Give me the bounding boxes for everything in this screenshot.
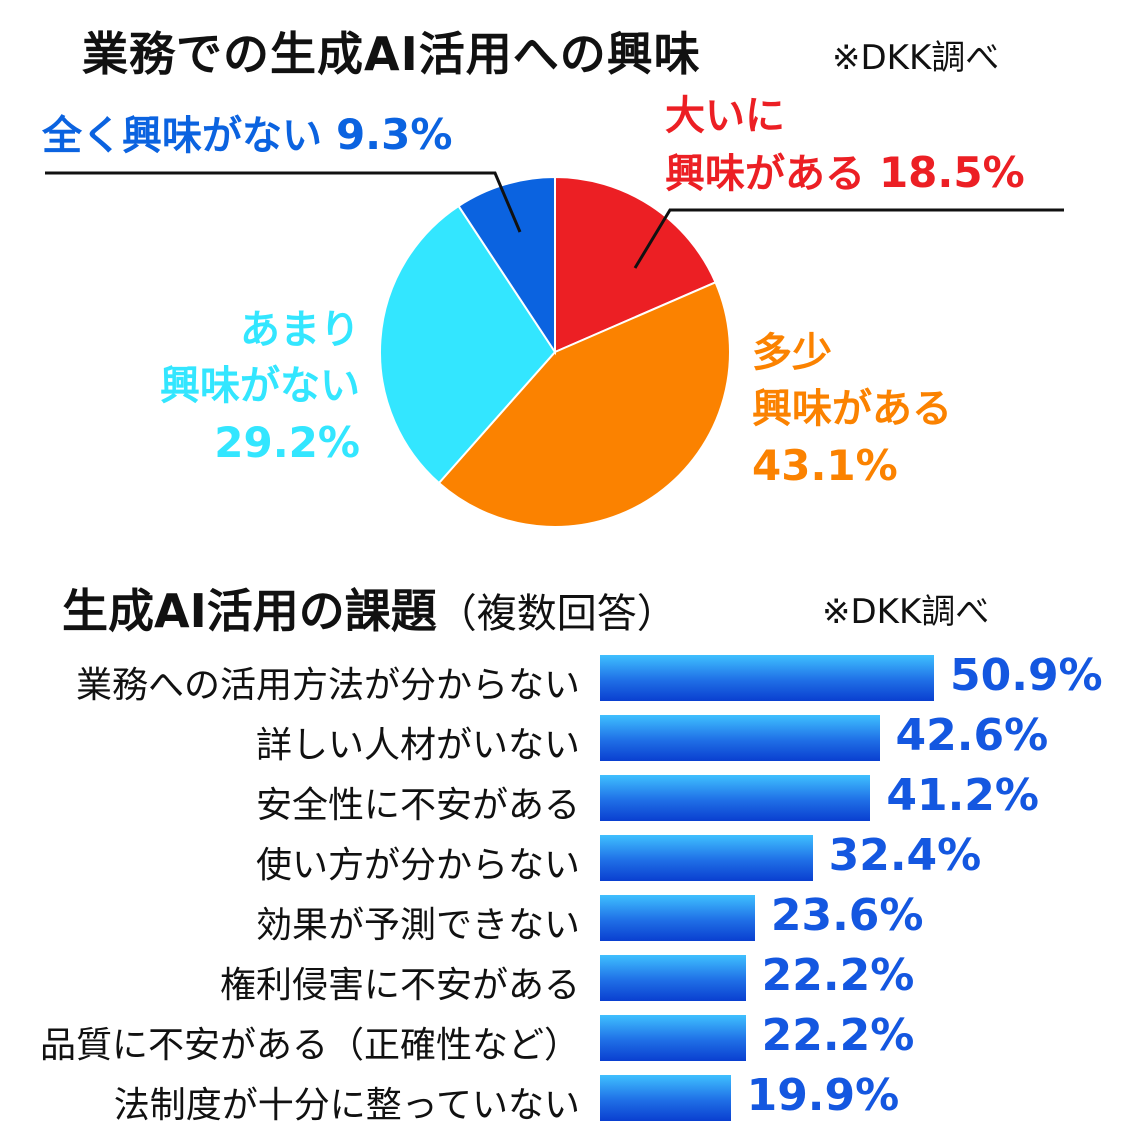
pie-label-slice-2-line2: 興味がない [160,363,360,409]
bar-row: 法制度が十分に整っていない 19.9% [0,1070,1140,1130]
bar-row: 詳しい人材がいない 42.6% [0,710,1140,770]
bar-row: 権利侵害に不安がある 22.2% [0,950,1140,1010]
bar-value-label: 22.2% [761,950,915,1001]
bar-category-label: 業務への活用方法が分からない [75,665,580,706]
bar [600,1075,731,1121]
pie-label-slice-0: 大いに 興味がある 18.5% [665,88,1025,203]
bar-chart-title-main: 生成AI活用の課題 [62,584,437,638]
bar-category-label: 法制度が十分に整っていない [113,1085,580,1126]
bar [600,1015,746,1061]
bar-value-label: 50.9% [950,650,1103,701]
bar-row: 品質に不安がある（正確性など） 22.2% [0,1010,1140,1070]
pie-label-slice-2-line1: あまり [240,307,360,353]
pie-slice-1 [437,280,731,528]
pie-slice-0 [554,175,717,354]
bar-category-label: 効果が予測できない [255,905,580,946]
bar-category-label: 安全性に不安がある [255,785,580,826]
pie-chart-source: ※DKK調べ [832,38,1000,78]
bar [600,655,934,701]
bar-chart-source: ※DKK調べ [822,592,990,632]
bar-row: 業務への活用方法が分からない 50.9% [0,650,1140,710]
pie-label-slice-1-line1: 多少 [752,330,832,376]
bar-value-label: 23.6% [770,890,924,941]
pie-label-slice-1-line2: 興味がある [752,386,952,432]
bar-category-label: 権利侵害に不安がある [219,965,580,1006]
pie-value-slice-3: 9.3% [335,110,453,159]
bar-category-label: 品質に不安がある（正確性など） [39,1025,580,1066]
pie-value-slice-0: 18.5% [878,148,1025,197]
bar-value-label: 32.4% [828,830,982,881]
bar-value-label: 42.6% [895,710,1049,761]
pie-label-slice-0-line2: 興味がある [665,151,865,197]
bar-value-label: 41.2% [886,770,1039,821]
pie-label-slice-3-line1: 全く興味がない [42,113,322,159]
pie-label-slice-1: 多少 興味がある 43.1% [752,325,952,496]
bar-chart-title: 生成AI活用の課題（複数回答） [62,575,677,641]
leader-line-slice-3 [45,171,522,233]
pie-label-slice-2: あまり 興味がない 29.2% [120,302,360,473]
bar [600,895,755,941]
bar [600,715,880,761]
leader-line-slice-0 [633,208,1064,269]
pie-slice-3 [457,175,556,356]
bar-category-label: 詳しい人材がいない [255,725,580,766]
bar [600,955,746,1001]
bar [600,835,813,881]
bar [600,775,871,821]
pie-chart [45,171,1064,528]
pie-value-slice-1: 43.1% [752,441,898,490]
bar-category-label: 使い方が分からない [255,845,580,886]
pie-label-slice-0-line1: 大いに [665,93,785,139]
bar-value-label: 22.2% [761,1010,915,1061]
bar-row: 効果が予測できない 23.6% [0,890,1140,950]
pie-value-slice-2: 29.2% [214,418,360,467]
bar-chart-title-note: （複数回答） [436,591,677,637]
bar-row: 安全性に不安がある 41.2% [0,770,1140,830]
pie-chart-title: 業務での生成AI活用への興味 [82,27,701,81]
bar-value-label: 19.9% [746,1070,900,1121]
bar-row: 使い方が分からない 32.4% [0,830,1140,890]
pie-slice-2 [379,204,557,485]
pie-label-slice-3: 全く興味がない 9.3% [42,106,452,165]
